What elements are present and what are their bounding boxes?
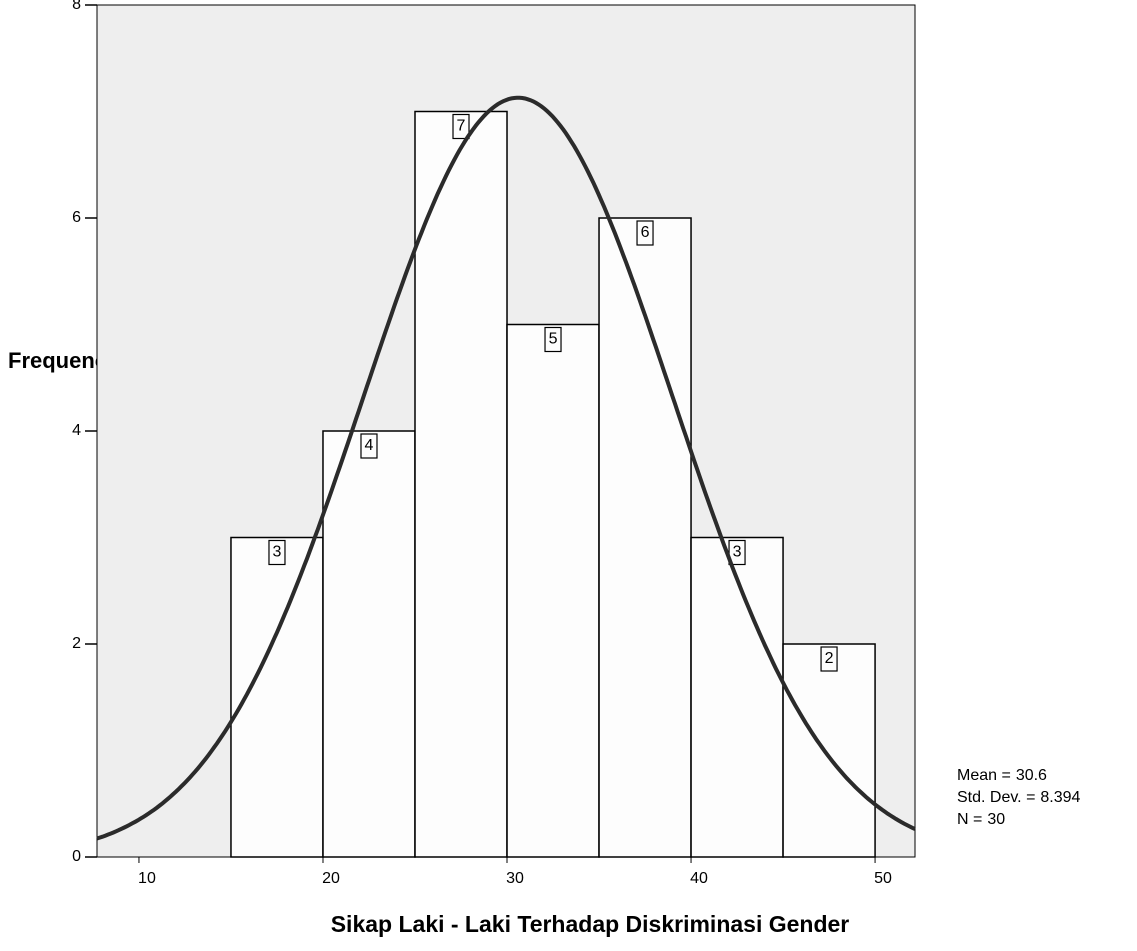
bar bbox=[783, 644, 875, 857]
y-tick-label: 4 bbox=[72, 422, 81, 439]
stat-value: 30.6 bbox=[1016, 767, 1047, 784]
stat-text: N = 30 bbox=[957, 811, 1005, 828]
stat-label: Std. Dev. = bbox=[957, 789, 1035, 806]
bar bbox=[507, 325, 599, 858]
bar bbox=[323, 431, 415, 857]
stat-text: Mean = 30.6 bbox=[957, 767, 1047, 784]
y-tick-label: 8 bbox=[72, 0, 81, 13]
x-tick-label: 50 bbox=[874, 870, 892, 887]
y-tick-label: 2 bbox=[72, 635, 81, 652]
stat-value: 30 bbox=[987, 811, 1005, 828]
chart: Frequency Sikap Laki - Laki Terhadap Dis… bbox=[0, 0, 1137, 951]
stat-value: 8.394 bbox=[1040, 789, 1080, 806]
y-tick-label: 6 bbox=[72, 209, 81, 226]
data-label: 6 bbox=[641, 224, 650, 241]
x-tick-label: 20 bbox=[322, 870, 340, 887]
data-label: 4 bbox=[365, 437, 374, 454]
x-tick-label: 10 bbox=[138, 870, 156, 887]
data-label: 2 bbox=[825, 650, 834, 667]
data-label: 5 bbox=[549, 331, 558, 348]
y-tick-label: 0 bbox=[72, 848, 81, 865]
x-tick-label: 30 bbox=[506, 870, 524, 887]
bar bbox=[415, 112, 507, 858]
data-label: 7 bbox=[457, 118, 466, 135]
x-tick-label: 40 bbox=[690, 870, 708, 887]
x-axis-title: Sikap Laki - Laki Terhadap Diskriminasi … bbox=[331, 911, 850, 937]
stat-text: Std. Dev. = 8.394 bbox=[957, 789, 1081, 806]
data-label: 3 bbox=[273, 544, 282, 561]
data-label: 3 bbox=[733, 544, 742, 561]
bar bbox=[691, 538, 783, 858]
stat-label: N = bbox=[957, 811, 982, 828]
stat-label: Mean = bbox=[957, 767, 1011, 784]
